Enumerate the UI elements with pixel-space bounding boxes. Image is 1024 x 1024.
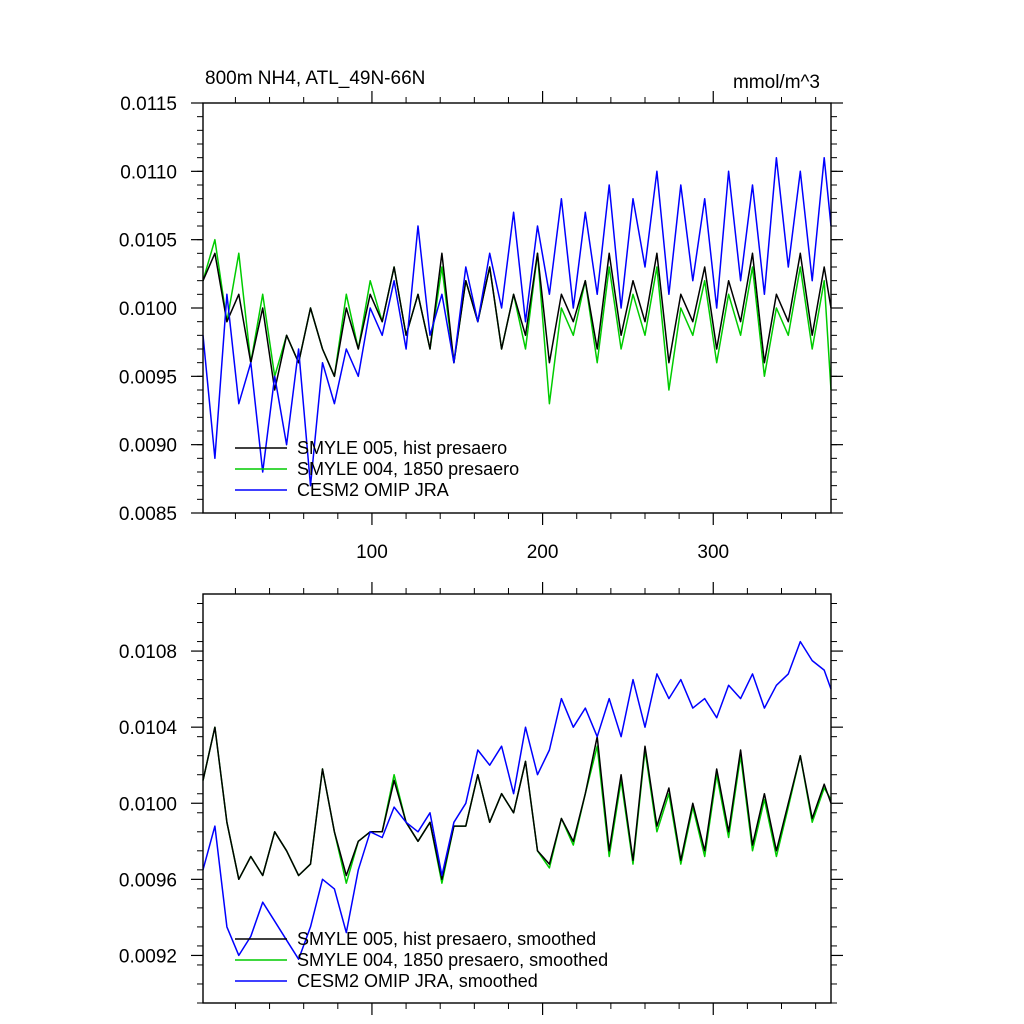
legend-label: SMYLE 004, 1850 presaero, smoothed (297, 950, 608, 970)
y-tick-label: 0.0108 (119, 642, 177, 663)
y-tick-label: 0.0095 (119, 367, 177, 388)
series-line (202, 726, 832, 881)
legend-label: SMYLE 004, 1850 presaero (297, 459, 519, 479)
top-panel-series (202, 156, 832, 487)
y-tick-label: 0.0105 (119, 231, 177, 252)
bottom-panel-frame (202, 593, 832, 1004)
top-panel-title: 800m NH4, ATL_49N-66N (205, 68, 425, 89)
x-tick-label: 200 (527, 542, 559, 563)
x-tick-label: 100 (356, 542, 388, 563)
y-tick-label: 0.0096 (119, 870, 177, 891)
y-tick-label: 0.0115 (120, 94, 177, 115)
bottom-panel: 0.0092 0.0096 0.0100 0.0104 0.0108 SMYLE 005… (119, 582, 843, 1015)
y-tick-label: 0.0100 (119, 299, 177, 320)
series-line (202, 156, 832, 487)
legend-label: SMYLE 005, hist presaero, smoothed (297, 929, 596, 949)
series-line (202, 252, 832, 391)
y-tick-label: 0.0085 (119, 504, 177, 525)
legend-label: CESM2 OMIP JRA, smoothed (297, 971, 538, 991)
top-panel-tick-marks (191, 91, 843, 525)
y-tick-label: 0.0110 (120, 162, 177, 183)
top-panel-units: mmol/m^3 (733, 72, 820, 93)
top-panel-tick-labels: 0.0085 0.0090 0.0095 0.0100 0.0105 0.0110 0.01… (119, 94, 729, 563)
bottom-panel-tick-labels: 0.0092 0.0096 0.0100 0.0104 0.0108 (119, 642, 178, 967)
y-tick-label: 0.0100 (119, 794, 177, 815)
series-line (202, 640, 832, 960)
y-tick-label: 0.0104 (119, 718, 178, 739)
y-tick-label: 0.0090 (119, 436, 177, 457)
top-panel-frame (202, 102, 832, 514)
legend-label: SMYLE 005, hist presaero (297, 438, 507, 458)
bottom-panel-legend: SMYLE 005, hist presaero, smoothedSMYLE … (235, 929, 608, 991)
top-panel: 800m NH4, ATL_49N-66N mmol/m^3 0.00850.0… (119, 68, 843, 563)
bottom-panel-series (202, 640, 832, 960)
y-tick-label: 0.0092 (119, 946, 177, 967)
legend-label: CESM2 OMIP JRA (297, 480, 449, 500)
x-tick-label: 300 (697, 542, 729, 563)
bottom-panel-tick-marks (191, 582, 843, 1015)
